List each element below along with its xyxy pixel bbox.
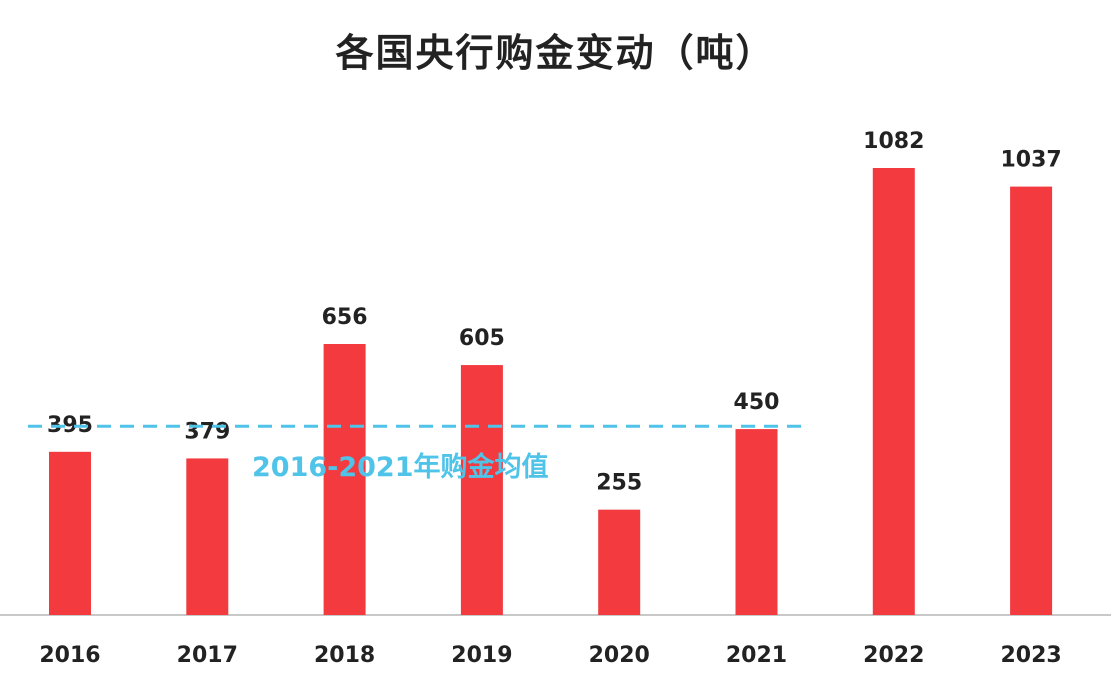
bar-2021 (735, 429, 778, 615)
data-label-2023: 1037 (1000, 148, 1061, 173)
x-tick-label-2019: 2019 (451, 643, 512, 668)
data-label-2022: 1082 (863, 129, 924, 154)
bar-2019 (460, 365, 503, 615)
x-tick-label-2017: 2017 (177, 643, 238, 668)
bar-2023 (1010, 186, 1053, 615)
average-reference-label: 2016-2021年购金均值 (252, 451, 549, 483)
bar-2022 (872, 168, 915, 615)
bar-2018 (323, 343, 366, 615)
data-label-2018: 656 (322, 305, 368, 330)
data-label-2020: 255 (596, 471, 642, 496)
x-tick-label-2021: 2021 (726, 643, 787, 668)
x-tick-label-2016: 2016 (39, 643, 100, 668)
data-label-2019: 605 (459, 326, 505, 351)
bar-2016 (49, 451, 91, 615)
bar-2017 (186, 458, 229, 615)
x-tick-label-2020: 2020 (589, 643, 650, 668)
bar-2020 (598, 509, 641, 615)
chart-title: 各国央行购金变动（吨） (335, 31, 776, 75)
data-label-2021: 450 (734, 390, 780, 415)
x-tick-label-2022: 2022 (863, 643, 924, 668)
x-tick-label-2018: 2018 (314, 643, 375, 668)
x-tick-label-2023: 2023 (1000, 643, 1061, 668)
data-label-2017: 379 (184, 419, 230, 444)
